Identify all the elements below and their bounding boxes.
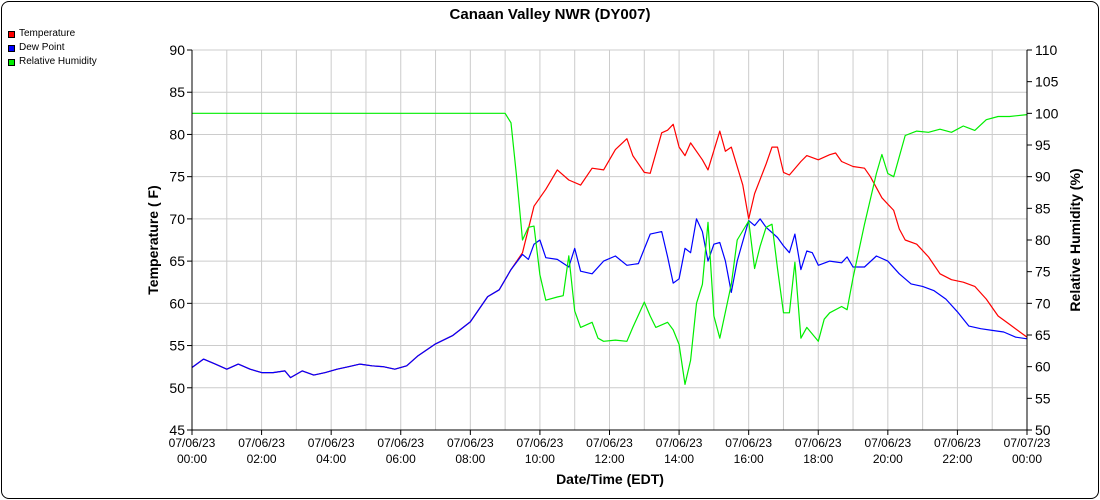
x-tick-label-date: 07/06/23 [169, 436, 216, 450]
x-tick-label-date: 07/06/23 [238, 436, 285, 450]
legend: Temperature Dew Point Relative Humidity [8, 27, 97, 69]
legend-item-relative-humidity: Relative Humidity [8, 55, 97, 69]
x-tick-label-date: 07/06/23 [656, 436, 703, 450]
x-tick-label-date: 07/06/23 [308, 436, 355, 450]
x-tick-label-time: 22:00 [942, 452, 972, 466]
x-tick-label-time: 10:00 [525, 452, 555, 466]
x-tick-label-date: 07/06/23 [447, 436, 494, 450]
y2-tick-label: 85 [1035, 200, 1051, 216]
legend-swatch [8, 44, 15, 52]
y2-tick-label: 70 [1035, 295, 1051, 311]
y-tick-label: 80 [169, 126, 185, 142]
y2-tick-label: 55 [1035, 390, 1051, 406]
y-axis-label: Temperature ( F) [145, 185, 161, 294]
y-tick-label: 70 [169, 211, 185, 227]
x-tick-label-date: 07/06/23 [586, 436, 633, 450]
x-tick-label-time: 20:00 [873, 452, 903, 466]
y2-tick-label: 95 [1035, 137, 1051, 153]
series-line-dew-point [191, 218, 1028, 379]
y2-tick-label: 100 [1035, 105, 1059, 121]
x-tick-label-time: 00:00 [1012, 452, 1042, 466]
x-tick-label-time: 16:00 [734, 452, 764, 466]
y-tick-label: 50 [169, 380, 185, 396]
y-tick-label: 45 [169, 422, 185, 438]
x-tick-label-date: 07/07/23 [1004, 436, 1051, 450]
series-line-relative-humidity [192, 112, 1028, 385]
y2-tick-label: 90 [1035, 169, 1051, 185]
x-tick-label-time: 02:00 [247, 452, 277, 466]
legend-label: Dew Point [19, 42, 65, 53]
x-tick-label-date: 07/06/23 [795, 436, 842, 450]
y2-tick-label: 80 [1035, 232, 1051, 248]
x-tick-label-date: 07/06/23 [377, 436, 424, 450]
x-axis-label: Date/Time (EDT) [556, 471, 664, 487]
chart-title: Canaan Valley NWR (DY007) [450, 6, 651, 23]
x-tick-label-date: 07/06/23 [934, 436, 981, 450]
legend-swatch [8, 58, 15, 66]
y2-tick-label: 75 [1035, 264, 1051, 280]
x-tick-label-time: 00:00 [177, 452, 207, 466]
legend-item-temperature: Temperature [8, 27, 97, 41]
y2-tick-label: 105 [1035, 74, 1059, 90]
x-tick-label-date: 07/06/23 [517, 436, 564, 450]
x-tick-label-date: 07/06/23 [864, 436, 911, 450]
x-tick-label-time: 06:00 [386, 452, 416, 466]
y2-axis-label: Relative Humidity (%) [1067, 168, 1083, 311]
y2-tick-label: 65 [1035, 327, 1051, 343]
x-tick-label-time: 14:00 [664, 452, 694, 466]
legend-swatch [8, 30, 15, 38]
series-lines [191, 112, 1028, 385]
legend-label: Relative Humidity [19, 56, 97, 67]
y-tick-label: 85 [169, 84, 185, 100]
y-tick-label: 90 [169, 42, 185, 58]
y2-tick-label: 110 [1035, 42, 1058, 58]
legend-label: Temperature [19, 28, 76, 39]
grid [191, 49, 1028, 431]
y-tick-label: 65 [169, 253, 185, 269]
y-tick-label: 55 [169, 338, 185, 354]
y-tick-label: 60 [169, 295, 185, 311]
x-tick-label-date: 07/06/23 [725, 436, 772, 450]
axes: 45 50 55 60 65 70 75 80 85 90 50 55 60 65 70 75 80 85 90 95… [169, 42, 1059, 466]
x-tick-label-time: 04:00 [316, 452, 346, 466]
x-tick-label-time: 12:00 [594, 452, 624, 466]
x-tick-label-time: 08:00 [455, 452, 485, 466]
y2-tick-label: 50 [1035, 422, 1051, 438]
y2-tick-label: 60 [1035, 359, 1051, 375]
x-tick-label-time: 18:00 [803, 452, 833, 466]
y-tick-label: 75 [169, 169, 185, 185]
legend-item-dew-point: Dew Point [8, 41, 97, 55]
